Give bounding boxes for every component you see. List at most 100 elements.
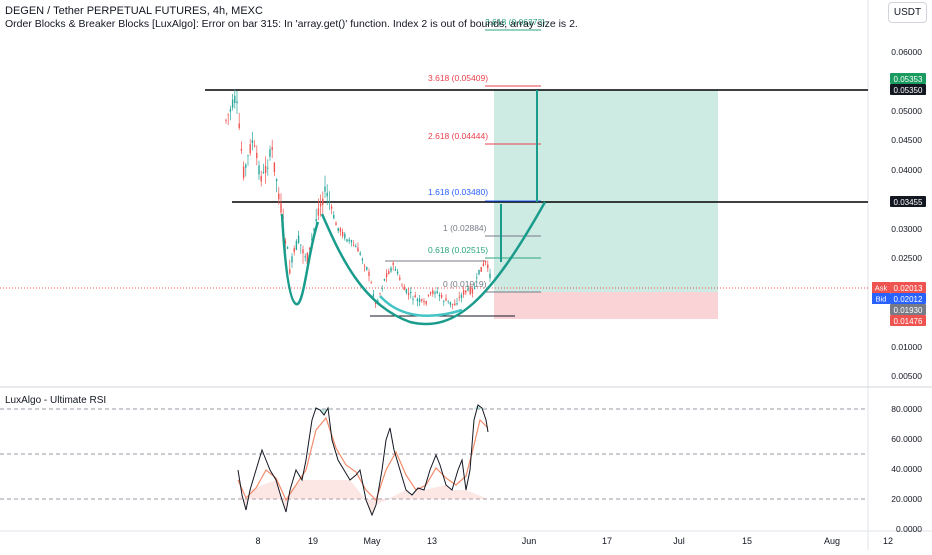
price-tick-label: 0.01000 [891, 342, 922, 352]
price-tick-label: 0.03000 [891, 224, 922, 234]
rsi-line[interactable] [237, 404, 489, 517]
time-tick-label: Aug [824, 536, 840, 546]
fib-label-4: 1 (0.02884) [443, 223, 487, 233]
candle-body [383, 278, 386, 281]
candle-body [434, 292, 436, 294]
candle-body [416, 299, 419, 301]
candle-body [264, 165, 267, 173]
candlestick-series[interactable] [225, 89, 491, 310]
candle-body [260, 175, 262, 182]
profit-zone[interactable] [494, 90, 718, 292]
candle-body [418, 298, 421, 303]
candle-body [302, 249, 304, 254]
candle-body [465, 290, 467, 293]
candle-body [335, 222, 337, 226]
high-level-badge [890, 84, 926, 95]
stop-price-label: 0.01476 [894, 317, 923, 326]
pattern-left-dip[interactable] [280, 213, 320, 306]
cup-pattern-curve[interactable] [320, 201, 547, 326]
candle-body [271, 147, 273, 150]
chart-title[interactable]: DEGEN / Tether PERPETUAL FUTURES, 4h, ME… [5, 5, 263, 17]
price-tick-label: 0.04000 [891, 165, 922, 175]
ask-tag-label: Ask [875, 284, 888, 293]
candle-body [458, 296, 460, 298]
time-axis[interactable]: 8 19 May 13 Jun 17 Jul 15 Aug 12 [255, 536, 893, 546]
candle-body [478, 269, 480, 275]
candle-body [311, 239, 313, 241]
candle-body [401, 285, 403, 287]
stop-price-badge [890, 315, 926, 326]
candle-body [295, 240, 298, 251]
candle-body [313, 228, 315, 231]
target-price-badge [890, 73, 926, 84]
candle-body [454, 303, 456, 306]
ask-price-label: 0.02013 [894, 284, 923, 293]
rsi-tick-label: 0.0000 [896, 524, 922, 534]
candle-body [328, 201, 331, 202]
candle-body [421, 299, 423, 301]
candle-body [388, 271, 390, 275]
candle-body [238, 123, 240, 129]
rsi-tick-label: 80.0000 [891, 404, 922, 414]
time-tick-label: 8 [255, 536, 260, 546]
handle-pattern-curve[interactable] [379, 295, 463, 317]
candle-body [432, 290, 434, 294]
candle-body [449, 301, 452, 305]
candle-body [258, 165, 260, 175]
candle-body [322, 198, 324, 205]
candle-body [319, 203, 322, 207]
candle-body [372, 294, 375, 297]
price-tick-label: 0.05000 [891, 106, 922, 116]
candle-body [410, 291, 412, 294]
candle-body [473, 287, 476, 289]
loss-zone[interactable] [494, 292, 718, 319]
candle-body [339, 228, 342, 232]
candle-body [445, 298, 447, 301]
rsi-title[interactable]: LuxAlgo - Ultimate RSI [5, 395, 106, 406]
candle-body [363, 265, 366, 267]
candle-body [394, 269, 397, 271]
price-tick-label: 0.00500 [891, 371, 922, 381]
candle-body [412, 298, 414, 300]
ask-price-badge [890, 282, 926, 293]
candle-body [482, 263, 485, 266]
fib-extension[interactable] [485, 29, 541, 293]
mid-level-label: 0.03455 [894, 198, 923, 207]
candle-body [489, 273, 491, 279]
candle-body [346, 239, 348, 242]
candle-body [231, 99, 234, 108]
candle-body [440, 294, 443, 298]
candle-body [381, 288, 383, 289]
bid-price-badge [890, 293, 926, 304]
target-price-label: 0.05353 [894, 75, 923, 84]
candle-body [341, 231, 344, 237]
candle-body [256, 152, 258, 158]
fib-label-2: 2.618 (0.04444) [428, 131, 488, 141]
candle-body [225, 119, 227, 121]
high-level-label: 0.05350 [894, 86, 923, 95]
candle-body [487, 264, 489, 269]
candle-body [443, 301, 445, 302]
candle-body [273, 162, 276, 172]
fib-label-1: 3.618 (0.05409) [428, 73, 488, 83]
rsi-signal-line[interactable] [237, 416, 489, 502]
currency-button[interactable]: USDT [888, 2, 927, 23]
rsi-tick-label: 60.0000 [891, 434, 922, 444]
candle-body [280, 203, 282, 213]
candle-body [315, 218, 317, 222]
candle-body [344, 233, 346, 239]
candle-body [350, 240, 353, 243]
candle-body [447, 300, 449, 302]
candle-body [407, 293, 410, 295]
candle-body [390, 267, 392, 272]
candle-body [423, 300, 425, 303]
candle-body [297, 235, 300, 243]
candle-body [379, 293, 381, 295]
candle-body [484, 260, 487, 263]
candle-body [399, 277, 401, 280]
fib-label-0: 3.618 (0.06373) [485, 17, 545, 27]
rsi-axis[interactable]: 80.0000 60.0000 40.0000 20.0000 0.0000 [891, 404, 922, 534]
candle-body [291, 256, 293, 263]
